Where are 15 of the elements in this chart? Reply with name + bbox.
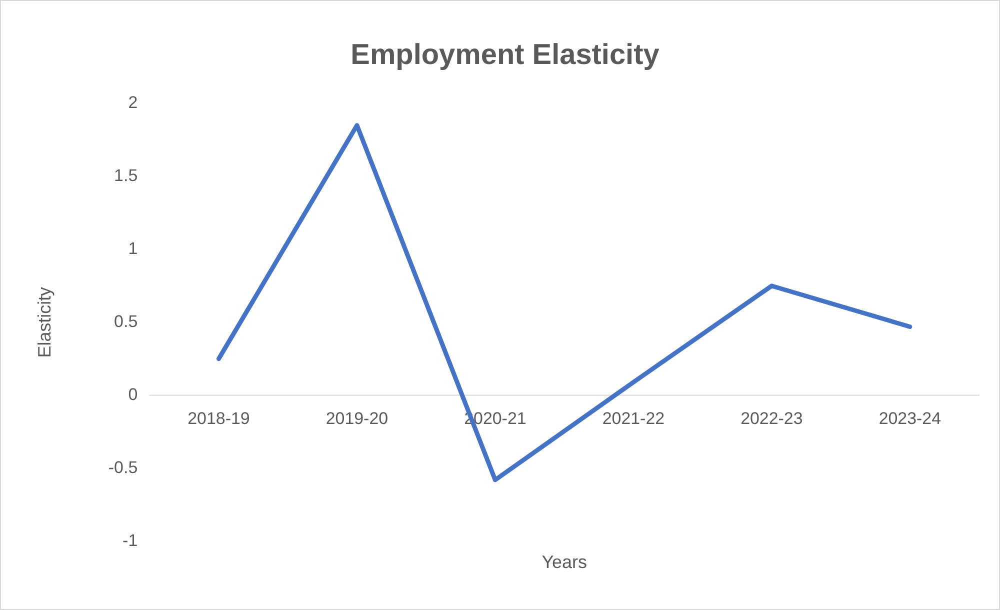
y-axis-title: Elasticity xyxy=(34,286,55,358)
x-tick-label: 2018-19 xyxy=(188,409,250,428)
y-tick-label: -0.5 xyxy=(108,458,138,477)
y-tick-label: 1 xyxy=(128,239,138,258)
y-tick-label: -1 xyxy=(122,530,138,550)
chart-title: Employment Elasticity xyxy=(350,39,660,72)
x-tick-label: 2021-22 xyxy=(602,409,665,428)
y-tick-label: 0.5 xyxy=(114,312,138,332)
y-tick-label: 0 xyxy=(128,384,138,404)
x-axis-title: Years xyxy=(542,552,587,572)
y-tick-label: 1.5 xyxy=(114,166,138,186)
x-tick-label: 2019-20 xyxy=(326,409,388,428)
x-tick-label: 2023-24 xyxy=(878,409,942,428)
y-tick-label: 2 xyxy=(128,93,138,112)
x-tick-label: 2022-23 xyxy=(740,409,803,428)
